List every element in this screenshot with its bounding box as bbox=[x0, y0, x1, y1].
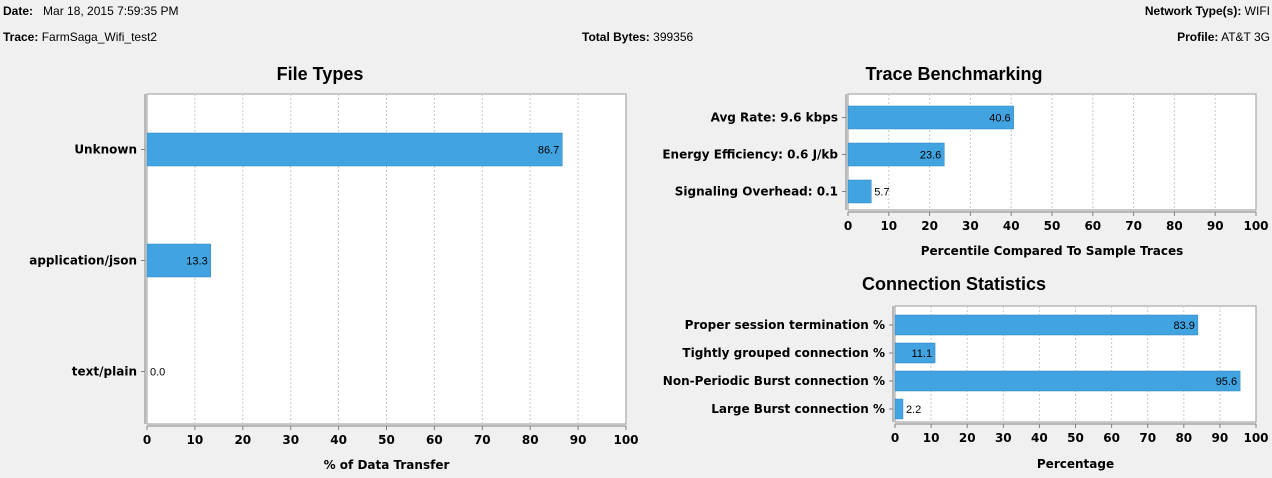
connection-statistics-category-label: Tightly grouped connection % bbox=[682, 346, 885, 360]
connection-statistics-x-tick-label: 70 bbox=[1139, 431, 1156, 445]
connection-statistics-x-tick-label: 10 bbox=[923, 431, 940, 445]
connection-statistics-x-tick-label: 80 bbox=[1175, 431, 1192, 445]
trace-benchmarking-x-tick-label: 10 bbox=[880, 219, 897, 233]
connection-statistics-x-tick-label: 20 bbox=[959, 431, 976, 445]
connection-statistics-data-label: 2.2 bbox=[906, 404, 921, 416]
total-bytes-label: Total Bytes: bbox=[582, 30, 650, 44]
file-types-x-tick-label: 40 bbox=[330, 433, 347, 447]
connection-statistics-x-tick-label: 30 bbox=[995, 431, 1012, 445]
date-info: Date: Mar 18, 2015 7:59:35 PM bbox=[3, 4, 178, 18]
trace-benchmarking-category-label: Signaling Overhead: 0.1 bbox=[675, 185, 838, 199]
trace-benchmarking-x-tick-label: 70 bbox=[1125, 219, 1142, 233]
date-value: Mar 18, 2015 7:59:35 PM bbox=[43, 4, 179, 18]
trace-benchmarking-x-tick-label: 50 bbox=[1044, 219, 1061, 233]
connection-statistics-data-label: 11.1 bbox=[911, 348, 932, 360]
trace-benchmarking-bar bbox=[847, 179, 872, 204]
connection-statistics-data-label: 83.9 bbox=[1173, 320, 1194, 332]
trace-benchmarking-x-tick-label: 30 bbox=[962, 219, 979, 233]
network-type-value: WIFI bbox=[1244, 4, 1270, 18]
trace-benchmarking-x-tick-label: 100 bbox=[1243, 219, 1268, 233]
connection-statistics-title: Connection Statistics bbox=[862, 274, 1046, 294]
profile-value: AT&T 3G bbox=[1221, 30, 1270, 44]
file-types-x-tick-label: 20 bbox=[234, 433, 251, 447]
network-type-info: Network Type(s): WIFI bbox=[1145, 4, 1270, 18]
file-types-x-tick-label: 0 bbox=[143, 433, 151, 447]
file-types-bar bbox=[146, 132, 563, 167]
trace-benchmarking-x-axis-label: Percentile Compared To Sample Traces bbox=[921, 244, 1184, 258]
connection-statistics-bar bbox=[894, 398, 904, 420]
trace-benchmarking-x-tick-label: 60 bbox=[1084, 219, 1101, 233]
connection-statistics-x-tick-label: 40 bbox=[1031, 431, 1048, 445]
file-types-x-tick-label: 80 bbox=[522, 433, 539, 447]
trace-benchmarking-bar bbox=[847, 105, 1014, 130]
network-type-label: Network Type(s): bbox=[1144, 4, 1242, 18]
file-types-data-label: 0.0 bbox=[150, 367, 165, 379]
file-types-title: File Types bbox=[277, 64, 364, 84]
file-types-x-tick-label: 50 bbox=[378, 433, 395, 447]
connection-statistics-x-axis-label: Percentage bbox=[1037, 457, 1114, 471]
connection-statistics-bar bbox=[894, 342, 936, 364]
profile-label: Profile: bbox=[1177, 30, 1219, 44]
trace-benchmarking-category-label: Energy Efficiency: 0.6 J/kb bbox=[662, 148, 838, 162]
trace-benchmarking-x-tick-label: 20 bbox=[921, 219, 938, 233]
connection-statistics-category-label: Non-Periodic Burst connection % bbox=[663, 374, 885, 388]
connection-statistics-bar bbox=[894, 370, 1241, 392]
connection-statistics-bar bbox=[894, 314, 1199, 336]
file-types-x-tick-label: 100 bbox=[613, 433, 638, 447]
trace-benchmarking-chart: Trace Benchmarking 0 10 20 30 40 50 60 70 80 90 100… bbox=[662, 64, 1268, 258]
trace-benchmarking-data-label: 5.7 bbox=[874, 187, 889, 199]
connection-statistics-category-label: Proper session termination % bbox=[685, 318, 885, 332]
connection-statistics-x-tick-label: 60 bbox=[1103, 431, 1120, 445]
trace-value: FarmSaga_Wifi_test2 bbox=[41, 30, 158, 44]
file-types-bar bbox=[146, 243, 211, 278]
date-label: Date: bbox=[3, 4, 34, 18]
connection-statistics-x-tick-label: 100 bbox=[1243, 431, 1268, 445]
trace-benchmarking-x-tick-label: 80 bbox=[1166, 219, 1183, 233]
file-types-category-label: Unknown bbox=[74, 143, 137, 157]
file-types-x-tick-label: 10 bbox=[187, 433, 204, 447]
connection-statistics-chart: Connection Statistics 0 10 20 30 40 50 60 70 80 90… bbox=[663, 274, 1269, 471]
trace-benchmarking-x-tick-label: 90 bbox=[1207, 219, 1224, 233]
file-types-x-tick-label: 30 bbox=[282, 433, 299, 447]
file-types-category-label: text/plain bbox=[72, 365, 137, 379]
total-bytes-info: Total Bytes: 399356 bbox=[582, 30, 693, 44]
trace-info: Trace: FarmSaga_Wifi_test2 bbox=[3, 30, 157, 44]
trace-benchmarking-category-label: Avg Rate: 9.6 kbps bbox=[711, 111, 838, 125]
trace-benchmarking-bar bbox=[847, 142, 945, 167]
file-types-data-label: 13.3 bbox=[186, 256, 207, 268]
file-types-category-label: application/json bbox=[29, 254, 137, 268]
trace-benchmarking-data-label: 23.6 bbox=[920, 150, 941, 162]
trace-benchmarking-x-tick-label: 40 bbox=[1003, 219, 1020, 233]
total-bytes-value: 399356 bbox=[653, 30, 694, 44]
file-types-chart: File Types 0 10 20 30 40 50 60 70 80 90 100 % of Dat… bbox=[29, 64, 638, 472]
file-types-x-tick-label: 60 bbox=[426, 433, 443, 447]
connection-statistics-x-tick-label: 90 bbox=[1212, 431, 1229, 445]
trace-label: Trace: bbox=[3, 30, 39, 44]
file-types-data-label: 86.7 bbox=[538, 145, 559, 157]
profile-info: Profile: AT&T 3G bbox=[1177, 30, 1270, 44]
connection-statistics-x-tick-label: 50 bbox=[1067, 431, 1084, 445]
file-types-x-tick-label: 70 bbox=[474, 433, 491, 447]
file-types-x-tick-label: 90 bbox=[570, 433, 587, 447]
file-types-x-axis-label: % of Data Transfer bbox=[324, 458, 450, 472]
connection-statistics-x-tick-label: 0 bbox=[891, 431, 899, 445]
trace-benchmarking-x-tick-label: 0 bbox=[844, 219, 852, 233]
connection-statistics-category-label: Large Burst connection % bbox=[711, 402, 885, 416]
connection-statistics-data-label: 95.6 bbox=[1216, 376, 1237, 388]
trace-benchmarking-title: Trace Benchmarking bbox=[865, 64, 1042, 84]
trace-benchmarking-data-label: 40.6 bbox=[989, 113, 1010, 125]
